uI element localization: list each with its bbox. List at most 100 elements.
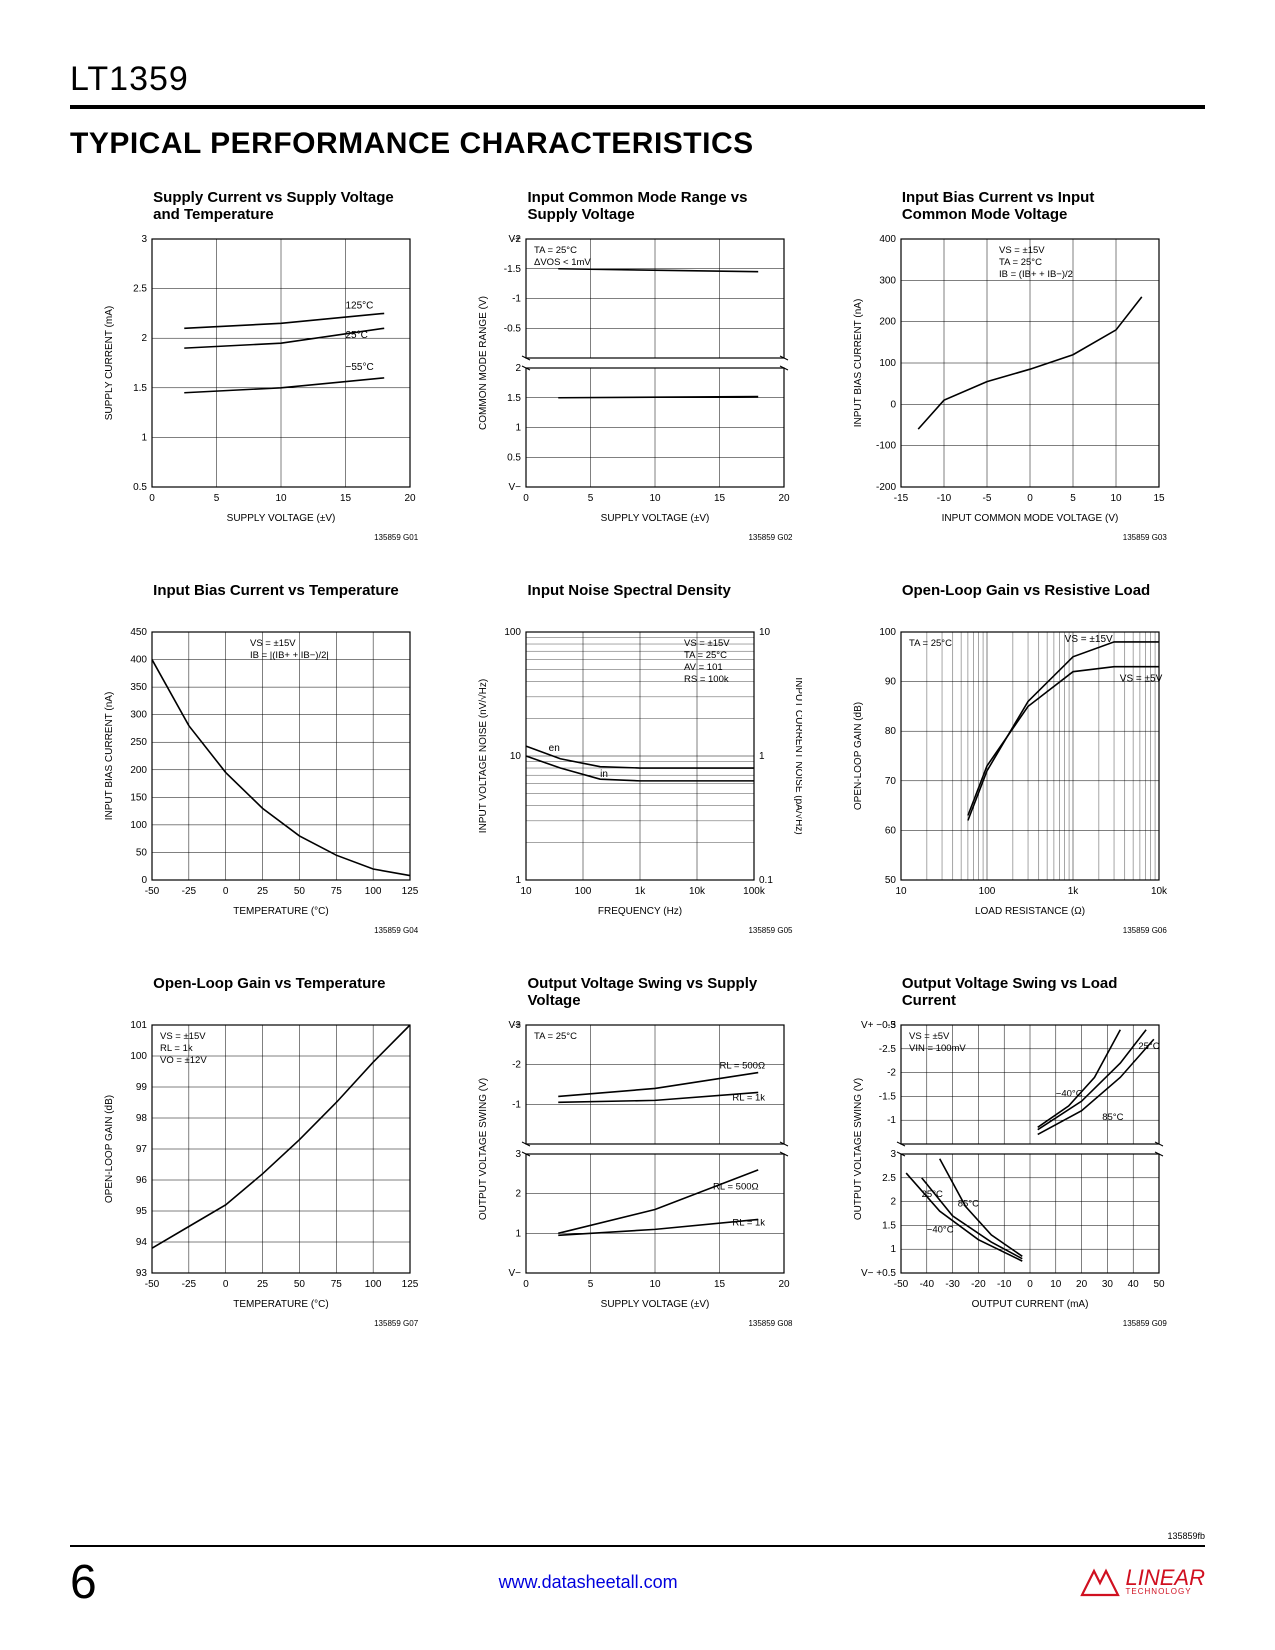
svg-text:0: 0 bbox=[1027, 1279, 1033, 1290]
svg-text:94: 94 bbox=[136, 1237, 148, 1248]
svg-text:VO = ±12V: VO = ±12V bbox=[160, 1055, 207, 1066]
svg-text:VS = ±5V: VS = ±5V bbox=[1120, 674, 1163, 685]
svg-text:450: 450 bbox=[130, 627, 147, 638]
svg-text:-200: -200 bbox=[876, 482, 896, 493]
svg-text:V− +0.5: V− +0.5 bbox=[861, 1268, 896, 1279]
svg-text:-25: -25 bbox=[182, 886, 197, 897]
doc-rev: 135859fb bbox=[70, 1531, 1205, 1541]
svg-text:99: 99 bbox=[136, 1082, 148, 1093]
svg-text:V−: V− bbox=[509, 482, 522, 493]
svg-text:VS = ±5V: VS = ±5V bbox=[909, 1031, 950, 1042]
svg-text:−40°C: −40°C bbox=[927, 1225, 954, 1236]
chart-plot: 101001k10k100k1101000.1110eninFREQUENCY … bbox=[472, 624, 802, 924]
svg-text:in: in bbox=[601, 769, 609, 780]
chart-2: Input Common Mode Range vs Supply Voltag… bbox=[464, 189, 810, 542]
svg-text:10: 10 bbox=[1050, 1279, 1062, 1290]
svg-text:10: 10 bbox=[650, 1279, 662, 1290]
svg-text:25: 25 bbox=[257, 886, 269, 897]
svg-text:75: 75 bbox=[331, 1279, 343, 1290]
svg-text:70: 70 bbox=[885, 776, 897, 787]
chart-title: Input Bias Current vs Input Common Mode … bbox=[872, 189, 1152, 225]
svg-text:-0.5: -0.5 bbox=[504, 323, 522, 334]
svg-text:300: 300 bbox=[879, 275, 896, 286]
svg-text:25°C: 25°C bbox=[346, 330, 368, 341]
chart-plot: -15-10-5051015-200-1000100200300400INPUT… bbox=[847, 231, 1177, 531]
footer: 135859fb 6 www.datasheetall.com LINEAR T… bbox=[70, 1531, 1205, 1610]
footer-link[interactable]: www.datasheetall.com bbox=[499, 1572, 678, 1593]
svg-text:RL = 1k: RL = 1k bbox=[160, 1043, 193, 1054]
svg-text:V+ −0.5: V+ −0.5 bbox=[861, 1020, 896, 1031]
chart-title: Output Voltage Swing vs Load Current bbox=[872, 975, 1152, 1011]
chart-plot: -1-2-3V+RL = 1kRL = 500Ω123V−RL = 500ΩRL… bbox=[472, 1017, 802, 1317]
svg-text:100k: 100k bbox=[744, 886, 767, 897]
svg-text:TA = 25°C: TA = 25°C bbox=[534, 1031, 577, 1042]
svg-text:0: 0 bbox=[890, 399, 896, 410]
svg-text:2.5: 2.5 bbox=[133, 284, 147, 295]
svg-text:96: 96 bbox=[136, 1175, 148, 1186]
figure-id: 135859 G03 bbox=[857, 533, 1167, 542]
svg-text:en: en bbox=[549, 743, 560, 754]
svg-text:15: 15 bbox=[340, 493, 352, 504]
chart-title: Open-Loop Gain vs Temperature bbox=[123, 975, 403, 1011]
svg-text:1k: 1k bbox=[635, 886, 647, 897]
svg-text:-10: -10 bbox=[997, 1279, 1012, 1290]
figure-id: 135859 G05 bbox=[482, 926, 792, 935]
svg-text:INPUT VOLTAGE NOISE (nV/√Hz): INPUT VOLTAGE NOISE (nV/√Hz) bbox=[477, 679, 489, 833]
svg-text:TA = 25°C: TA = 25°C bbox=[909, 638, 952, 649]
svg-text:20: 20 bbox=[779, 1279, 791, 1290]
svg-text:50: 50 bbox=[885, 875, 897, 886]
svg-text:20: 20 bbox=[1076, 1279, 1088, 1290]
svg-text:-15: -15 bbox=[894, 493, 909, 504]
svg-text:ΔVOS < 1mV: ΔVOS < 1mV bbox=[534, 257, 591, 268]
svg-text:INPUT CURRENT NOISE (pA/√Hz): INPUT CURRENT NOISE (pA/√Hz) bbox=[793, 677, 802, 834]
svg-text:2: 2 bbox=[516, 363, 522, 374]
svg-text:98: 98 bbox=[136, 1113, 148, 1124]
svg-text:3: 3 bbox=[142, 234, 148, 245]
footer-rule bbox=[70, 1545, 1205, 1547]
chart-grid: Supply Current vs Supply Voltage and Tem… bbox=[70, 189, 1205, 1328]
svg-text:350: 350 bbox=[130, 682, 147, 693]
chart-plot: -0.5-1-1.5-2V+0.511.52V−05101520SUPPLY V… bbox=[472, 231, 802, 531]
svg-text:0: 0 bbox=[149, 493, 155, 504]
svg-text:50: 50 bbox=[294, 886, 306, 897]
svg-text:20: 20 bbox=[779, 493, 791, 504]
svg-text:OUTPUT CURRENT (mA): OUTPUT CURRENT (mA) bbox=[971, 1299, 1088, 1310]
svg-text:IB = |(IB+ + IB−)/2|: IB = |(IB+ + IB−)/2| bbox=[250, 650, 329, 661]
svg-text:1.5: 1.5 bbox=[508, 393, 522, 404]
chart-9: Output Voltage Swing vs Load Current-1-1… bbox=[839, 975, 1185, 1328]
svg-text:-1: -1 bbox=[513, 1099, 522, 1110]
svg-text:SUPPLY VOLTAGE (±V): SUPPLY VOLTAGE (±V) bbox=[601, 1299, 710, 1310]
svg-text:25°C: 25°C bbox=[1138, 1041, 1159, 1052]
svg-text:100: 100 bbox=[879, 627, 896, 638]
chart-plot: -1-1.5-2-2.5-3V+ −0.585°C−40°C25°C11.522… bbox=[847, 1017, 1177, 1317]
svg-text:TA = 25°C: TA = 25°C bbox=[684, 650, 727, 661]
svg-text:1: 1 bbox=[759, 751, 765, 762]
chart-title: Output Voltage Swing vs Supply Voltage bbox=[497, 975, 777, 1011]
svg-text:VS = ±15V: VS = ±15V bbox=[999, 245, 1045, 256]
chart-title: Input Noise Spectral Density bbox=[497, 582, 777, 618]
svg-text:10: 10 bbox=[759, 627, 771, 638]
svg-text:1: 1 bbox=[142, 432, 148, 443]
chart-title: Input Bias Current vs Temperature bbox=[123, 582, 403, 618]
section-title: TYPICAL PERFORMANCE CHARACTERISTICS bbox=[70, 127, 1205, 161]
svg-text:OUTPUT VOLTAGE SWING (V): OUTPUT VOLTAGE SWING (V) bbox=[478, 1078, 489, 1220]
figure-id: 135859 G01 bbox=[108, 533, 418, 542]
svg-text:RL = 500Ω: RL = 500Ω bbox=[720, 1061, 766, 1072]
svg-text:400: 400 bbox=[130, 655, 147, 666]
svg-text:10: 10 bbox=[521, 886, 533, 897]
svg-text:VS = ±15V: VS = ±15V bbox=[160, 1031, 206, 1042]
svg-text:5: 5 bbox=[588, 1279, 594, 1290]
svg-text:85°C: 85°C bbox=[1102, 1112, 1123, 1123]
figure-id: 135859 G04 bbox=[108, 926, 418, 935]
svg-text:300: 300 bbox=[130, 710, 147, 721]
chart-title: Open-Loop Gain vs Resistive Load bbox=[872, 582, 1152, 618]
figure-id: 135859 G06 bbox=[857, 926, 1167, 935]
svg-text:IB = (IB+ + IB−)/2: IB = (IB+ + IB−)/2 bbox=[999, 269, 1073, 280]
svg-text:VIN = 100mV: VIN = 100mV bbox=[909, 1043, 966, 1054]
svg-text:TA = 25°C: TA = 25°C bbox=[999, 257, 1042, 268]
svg-text:10: 10 bbox=[510, 751, 522, 762]
svg-text:150: 150 bbox=[130, 792, 147, 803]
svg-text:OPEN-LOOP GAIN (dB): OPEN-LOOP GAIN (dB) bbox=[104, 1095, 115, 1203]
svg-text:50: 50 bbox=[1153, 1279, 1165, 1290]
svg-text:VS = ±15V: VS = ±15V bbox=[684, 638, 730, 649]
